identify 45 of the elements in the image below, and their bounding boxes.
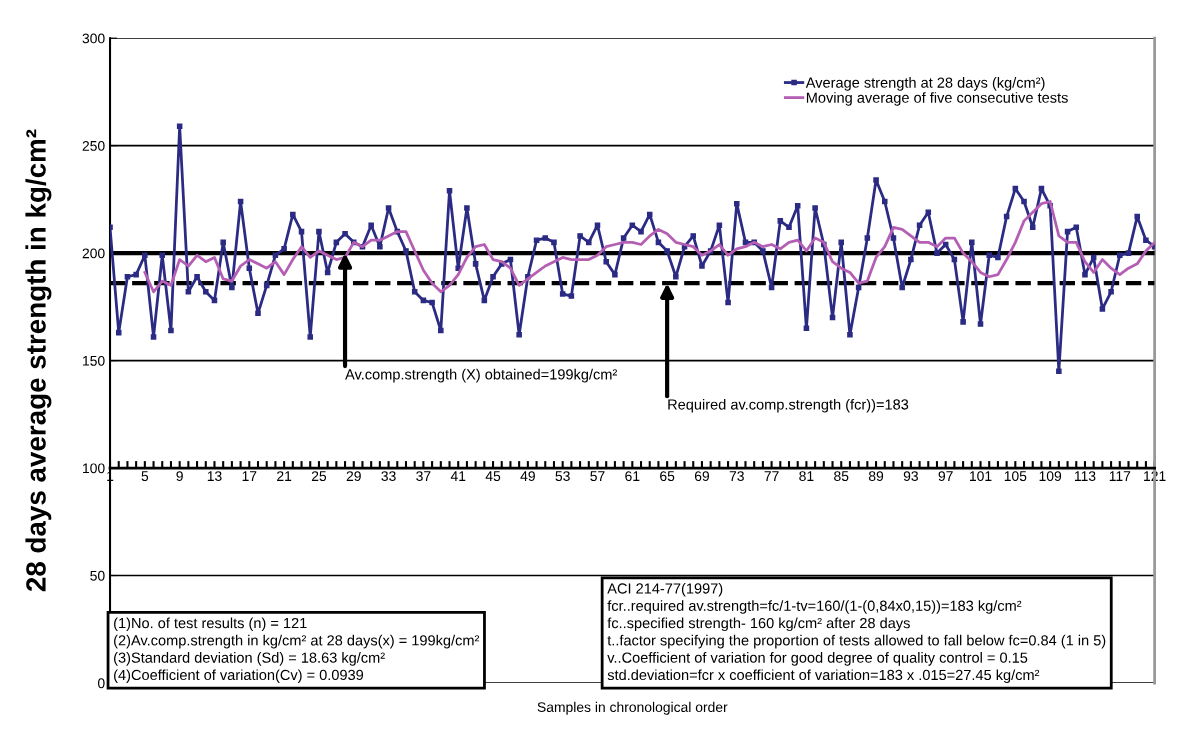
legend-label: Moving average of five consecutive tests (806, 92, 1068, 106)
x-tick-label: 17 (242, 471, 257, 481)
x-tick-label: 89 (868, 471, 884, 482)
y-axis-title: 28 days average strength in kg/cm² (25, 129, 52, 592)
y-tick-label: 0 (97, 678, 105, 689)
annotation: Required av.comp.strength (fcr))=183 (668, 398, 909, 413)
x-tick-label: 25 (311, 471, 327, 482)
x-tick-label: 41 (450, 471, 466, 481)
y-tick-label: 200 (82, 248, 105, 259)
x-tick-label: 33 (381, 471, 396, 482)
x-tick-label: 29 (346, 471, 361, 482)
y-tick-label: 300 (82, 33, 105, 44)
x-tick-label: 49 (520, 471, 535, 482)
x-tick-label: 117 (1109, 471, 1131, 481)
y-tick-label: 100 (83, 463, 105, 474)
x-tick-label: 21 (277, 471, 292, 481)
x-tick-label: 69 (694, 471, 710, 482)
y-tick-label: 150 (83, 355, 105, 366)
x-tick-label: 61 (625, 471, 640, 482)
x-tick-label: 93 (903, 471, 918, 482)
x-tick-label: 97 (938, 471, 953, 482)
x-tick-label: 73 (729, 471, 744, 482)
x-tick-label: 57 (590, 471, 605, 482)
x-tick-label: 77 (764, 471, 779, 481)
x-tick-label: 9 (176, 471, 183, 482)
x-tick-label: 101 (969, 471, 992, 482)
y-tick-label: 50 (90, 570, 105, 581)
x-tick-label: 105 (1004, 471, 1027, 482)
x-tick-label: 13 (207, 471, 222, 482)
annotation: ACI 214-77(1997) fcr..required av.strength=fc/1-tv=160/(1-(0,84x0,15))=183 kg/cm² fc..specified strength- 160 kg/cm² after 28 days t..factor specifying the proportion of tests allowed to fall below fc=0.84 (1 in 5) v..Coefficient of variation for good degree of quality control = 0.15 std.deviation=fcr x coefficient of variation=183 x .015=27.45 kg/cm² (607, 582, 1106, 683)
x-tick-label: 65 (660, 471, 675, 482)
annotation: (1)No. of test results (n) = 121 (2)Av.comp.strength in kg/cm² at 28 days(x) = 199kg/cm² (3)Standard deviation (Sd) = 18.63 kg/cm² (4)Coefficient of variation(Cv) = 0.0939 (114, 617, 480, 683)
x-tick-label: 53 (555, 471, 570, 482)
x-tick-label: 81 (799, 471, 814, 482)
x-tick-label: 5 (141, 471, 149, 482)
x-tick-label: 113 (1074, 471, 1096, 482)
y-tick-label: 250 (82, 140, 105, 151)
x-axis-title: Samples in chronological order (537, 701, 728, 715)
line-series (143, 200, 1155, 294)
legend-label: Average strength at 28 days (kg/cm²) (805, 77, 1045, 91)
x-tick-label: 85 (834, 471, 849, 482)
x-tick-label: 109 (1039, 471, 1062, 482)
x-tick-label: 37 (416, 471, 431, 482)
annotation: Av.comp.strength (X) obtained=199kg/cm² (345, 368, 618, 383)
x-tick-label: 45 (485, 471, 501, 482)
